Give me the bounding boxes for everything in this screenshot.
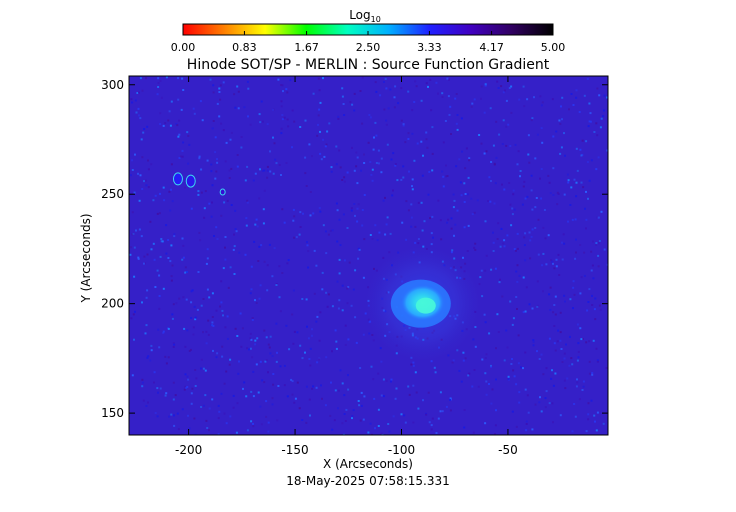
x-axis-label: X (Arcseconds) (323, 457, 413, 471)
timestamp: 18-May-2025 07:58:15.331 (286, 474, 450, 488)
y-tick-label: 150 (101, 406, 124, 420)
plot-frame (128, 75, 609, 436)
y-axis-label: Y (Arcseconds) (79, 213, 93, 303)
pore-3 (219, 188, 226, 196)
colorbar-tick-label: 5.00 (541, 41, 566, 54)
pore-2 (185, 174, 196, 188)
colorbar-tick-label: 0.83 (232, 41, 257, 54)
colorbar-tick-label: 0.00 (171, 41, 196, 54)
plot-area (129, 76, 608, 435)
colorbar-tick-label: 2.50 (356, 41, 381, 54)
pore-1 (172, 172, 183, 186)
y-tick-label: 300 (101, 78, 124, 92)
colorbar-tick-label: 4.17 (479, 41, 504, 54)
x-tick-label: -100 (388, 443, 415, 457)
x-tick-label: -200 (175, 443, 202, 457)
colorbar-label: Log10 (349, 8, 381, 24)
y-tick-label: 200 (101, 297, 124, 311)
x-axis: -200 -150 -100 -50 (175, 76, 518, 457)
colorbar-ticks: 0.00 0.83 1.67 2.50 3.33 4.17 5.00 (171, 31, 566, 54)
chart-title: Hinode SOT/SP - MERLIN : Source Function… (187, 57, 550, 73)
sunspot-core (415, 297, 436, 314)
plot-background (129, 76, 608, 435)
y-axis: 150 200 250 300 (101, 78, 608, 420)
colorbar-tick-label: 3.33 (417, 41, 442, 54)
x-tick-label: -150 (281, 443, 308, 457)
x-tick-label: -50 (498, 443, 518, 457)
y-tick-label: 250 (101, 187, 124, 201)
features-layer (172, 172, 481, 362)
colorbar-tick-label: 1.67 (294, 41, 319, 54)
